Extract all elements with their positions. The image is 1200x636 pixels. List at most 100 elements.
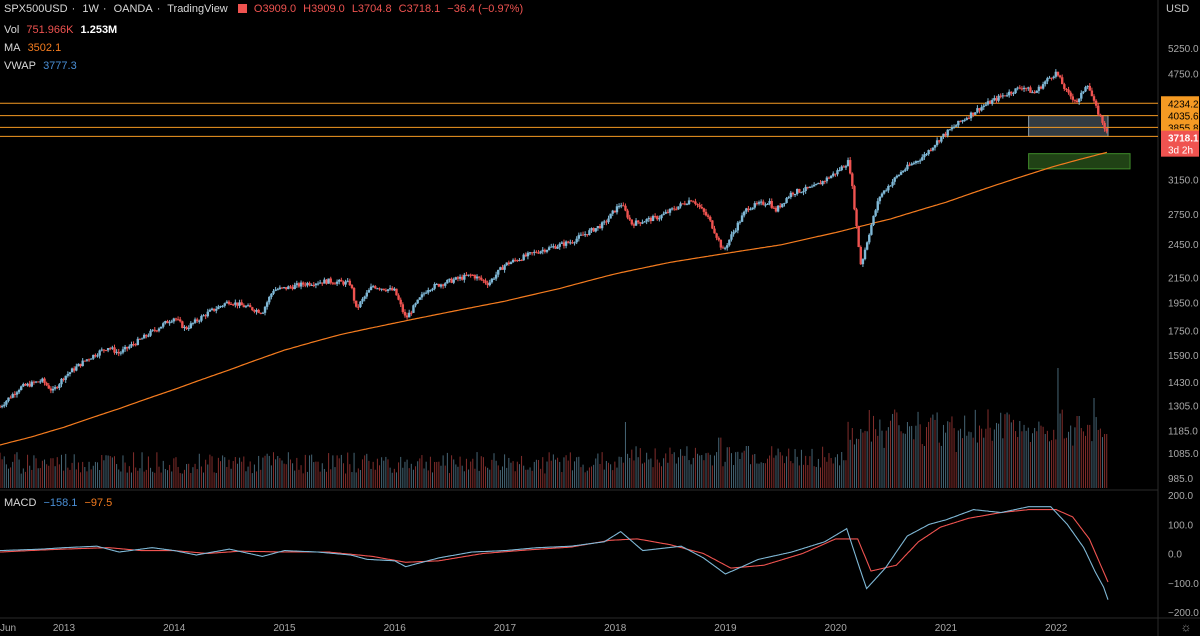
candle — [573, 242, 576, 244]
volume-bar — [1072, 445, 1074, 488]
ma-line[interactable] — [0, 151, 1108, 446]
time-tick-label: 2022 — [1045, 623, 1068, 634]
volume-bar — [69, 469, 71, 488]
candle — [721, 247, 725, 249]
settings-gear-icon[interactable]: ☼ — [1181, 620, 1192, 634]
volume-bar — [487, 467, 489, 488]
symbol-name[interactable]: SPX500USD — [4, 3, 68, 15]
candle — [350, 285, 354, 289]
volume-bar — [359, 470, 361, 488]
volume-bar — [118, 469, 120, 488]
candle — [660, 215, 663, 219]
candle — [1020, 88, 1024, 90]
volume-bar — [531, 470, 533, 488]
volume-bar — [930, 417, 932, 488]
volume-bar — [1048, 441, 1050, 488]
candle — [982, 105, 985, 108]
candle — [198, 320, 201, 322]
vwap-value: 3777.3 — [43, 60, 77, 72]
volume-bar — [1065, 437, 1067, 488]
candle — [747, 208, 750, 210]
volume-bar — [635, 446, 637, 488]
candle — [13, 394, 17, 396]
candle — [1097, 105, 1100, 115]
candle — [83, 360, 87, 362]
candle — [636, 220, 640, 223]
candle — [121, 349, 125, 353]
volume-bar — [911, 425, 913, 488]
volume-bar — [964, 415, 966, 488]
volume-bar — [1076, 416, 1078, 488]
volume-bar — [936, 412, 938, 488]
candle — [569, 242, 572, 244]
volume-bar — [921, 444, 923, 488]
volume-legend[interactable]: Vol 751.966K 1.253M — [4, 24, 121, 36]
last-price-tag[interactable] — [1161, 130, 1199, 157]
signal-line[interactable] — [0, 509, 1109, 583]
price-tick-label: 2750.0 — [1168, 210, 1199, 221]
candle — [620, 205, 623, 207]
candle — [859, 246, 862, 265]
volume-bar — [945, 432, 947, 488]
interval-label[interactable]: 1W — [82, 3, 99, 15]
zone-gray[interactable] — [1028, 115, 1109, 137]
volume-bar — [154, 472, 156, 488]
candle — [1056, 71, 1060, 76]
candle — [140, 338, 144, 340]
candle — [774, 207, 778, 212]
candle — [579, 234, 583, 236]
volume-bar — [1055, 439, 1057, 488]
volume-bar — [334, 467, 336, 488]
candle — [910, 163, 913, 166]
vwap-legend[interactable]: VWAP 3777.3 — [4, 60, 81, 72]
volume-bar — [296, 457, 298, 488]
volume-bar — [183, 469, 185, 488]
candle — [155, 330, 159, 332]
candle — [384, 290, 388, 292]
volume-bar — [86, 471, 88, 488]
ma-legend[interactable]: MA 3502.1 — [4, 42, 65, 54]
macd-line[interactable] — [0, 506, 1109, 600]
candle — [639, 222, 642, 224]
candle — [393, 288, 396, 291]
candle — [901, 170, 905, 172]
volume-bar — [843, 460, 845, 488]
macd-legend[interactable]: MACD −158.1 −97.5 — [4, 497, 116, 509]
volume-bar — [777, 448, 779, 488]
candle — [223, 303, 226, 306]
candle — [278, 287, 282, 290]
volume-bar — [18, 459, 20, 488]
level-price-tag[interactable] — [1161, 96, 1199, 110]
volume-bar — [408, 468, 410, 488]
level-price-tag[interactable] — [1161, 108, 1199, 122]
candle — [183, 326, 186, 328]
volume-bar — [389, 467, 391, 488]
candle — [1022, 87, 1026, 89]
candle — [68, 372, 72, 374]
volume-bar — [362, 459, 364, 488]
candle — [280, 287, 284, 289]
volume-bar — [368, 460, 370, 488]
candle — [776, 205, 780, 212]
volume-bar — [1032, 433, 1034, 488]
volume-bar — [669, 447, 671, 488]
candle — [270, 293, 273, 297]
volume-bar — [906, 422, 908, 488]
currency-label[interactable]: USD — [1166, 3, 1190, 15]
volume-bar — [578, 456, 580, 488]
volume-bar — [786, 456, 788, 488]
candle — [20, 386, 23, 390]
volume-bar — [607, 462, 609, 488]
volume-bar — [521, 455, 523, 488]
price-tick-label: 1305.0 — [1168, 402, 1199, 413]
candle — [179, 319, 182, 322]
volume-bar — [550, 460, 552, 488]
candle — [611, 210, 614, 214]
zone-green[interactable] — [1028, 153, 1131, 170]
candle — [210, 308, 214, 310]
flag-icon[interactable] — [237, 4, 247, 13]
candle — [530, 252, 534, 254]
volume-bar — [1063, 438, 1065, 488]
volume-bar — [656, 459, 658, 488]
